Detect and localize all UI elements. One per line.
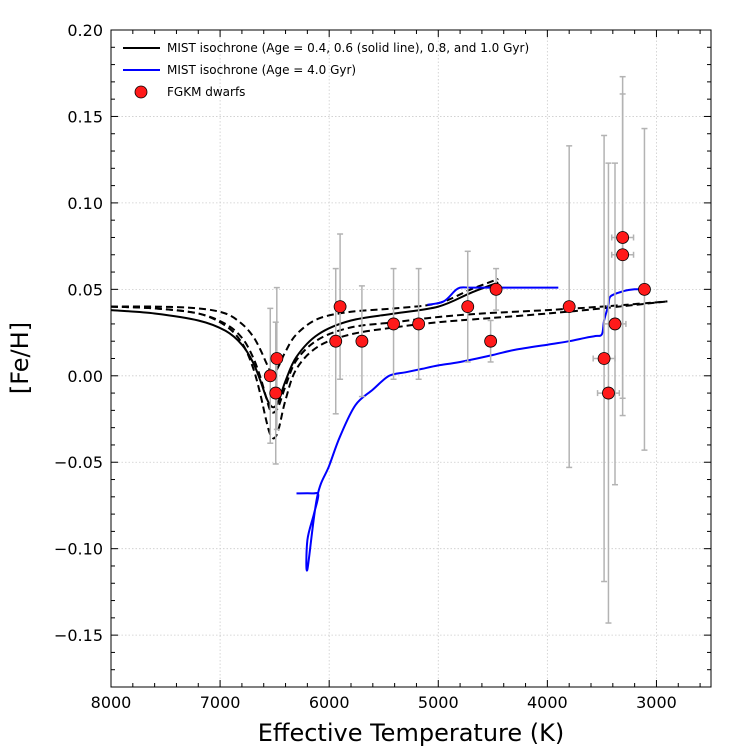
y-tick-label: −0.10 <box>54 540 103 559</box>
legend: MIST isochrone (Age = 0.4, 0.6 (solid li… <box>123 41 529 99</box>
x-tick-label: 6000 <box>309 693 350 712</box>
isochrone-line <box>111 278 499 374</box>
axis-ticks: 8000 7000 6000 5000 4000 3000 −0.15 −0.10 −0.05 0… <box>54 21 711 712</box>
fgkm-dwarf-point <box>461 300 475 314</box>
fgkm-dwarf-point <box>263 369 277 383</box>
fgkm-dwarf-point <box>608 317 622 331</box>
y-tick-label: 0.00 <box>67 367 103 386</box>
isochrone-curves <box>111 278 668 572</box>
x-tick-label: 5000 <box>418 693 459 712</box>
y-tick-label: 0.05 <box>67 280 103 299</box>
fgkm-dwarf-point <box>616 248 630 262</box>
y-tick-label: 0.20 <box>67 21 103 40</box>
y-tick-label: −0.15 <box>54 626 103 645</box>
legend-marker-red <box>134 85 148 99</box>
y-tick-label: 0.10 <box>67 194 103 213</box>
fgkm-dwarf-point <box>355 334 369 348</box>
isochrone-line <box>296 288 646 572</box>
legend-label-mist-young: MIST isochrone (Age = 0.4, 0.6 (solid li… <box>167 41 529 55</box>
fgkm-dwarf-point <box>270 352 284 365</box>
fgkm-dwarf-point <box>616 231 630 244</box>
legend-label-fgkm: FGKM dwarfs <box>167 85 245 99</box>
isochrone-line <box>111 300 668 414</box>
x-tick-label: 4000 <box>527 693 568 712</box>
y-tick-label: 0.15 <box>67 107 103 126</box>
fgkm-dwarf-point <box>329 334 343 348</box>
fgkm-dwarf-point <box>602 386 615 400</box>
fgkm-dwarf-point <box>597 352 611 365</box>
isochrone-line <box>111 300 668 440</box>
x-tick-label: 8000 <box>91 693 132 712</box>
fgkm-dwarf-markers <box>263 231 651 400</box>
y-tick-label: −0.05 <box>54 453 103 472</box>
legend-label-mist-old: MIST isochrone (Age = 4.0 Gyr) <box>167 63 356 77</box>
fgkm-dwarf-point <box>638 282 651 296</box>
fgkm-dwarf-point <box>489 282 503 296</box>
x-tick-label: 7000 <box>200 693 241 712</box>
fgkm-dwarf-point <box>387 317 400 331</box>
plot-background <box>111 30 711 687</box>
fgkm-dwarf-point <box>562 300 576 314</box>
fgkm-dwarf-point <box>269 386 283 400</box>
x-axis-label: Effective Temperature (K) <box>258 719 564 747</box>
fgkm-dwarf-point <box>484 334 498 348</box>
fgkm-dwarf-point <box>412 317 426 331</box>
isochrone-line <box>111 281 499 409</box>
isochrone-line <box>427 286 559 306</box>
x-tick-label: 3000 <box>636 693 677 712</box>
fgkm-dwarf-point <box>333 300 347 314</box>
y-axis-label: [Fe/H] <box>6 322 34 394</box>
